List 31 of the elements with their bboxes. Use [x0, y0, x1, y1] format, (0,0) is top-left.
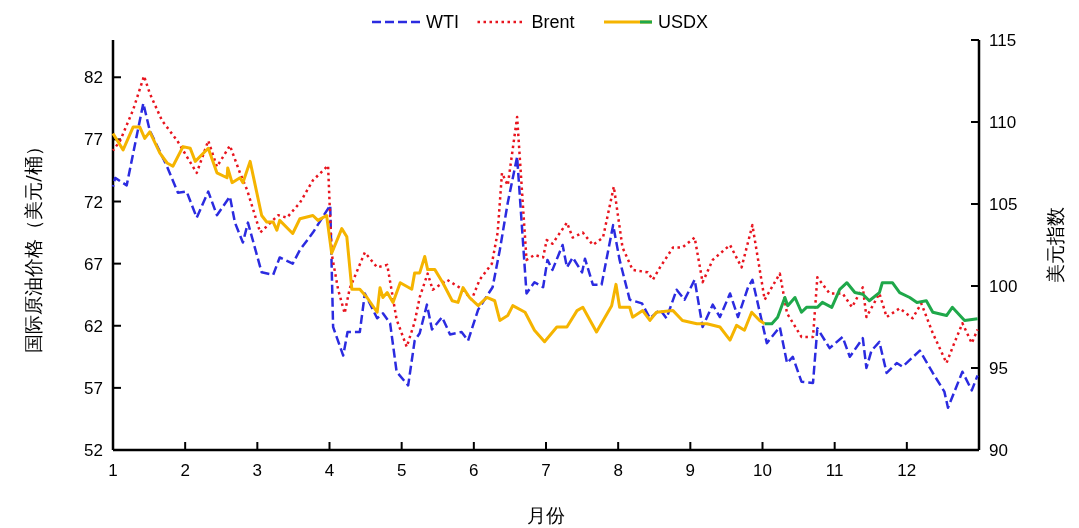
y-tick-label: 52: [84, 441, 103, 460]
y-axis-title: 国际原油价格（美元/桶）: [22, 137, 44, 353]
y2-axis-title: 美元指数: [1044, 207, 1066, 283]
x-tick-label: 10: [753, 461, 772, 480]
x-tick-label: 8: [613, 461, 623, 480]
x-tick-label: 4: [324, 461, 335, 480]
x-tick-label: 9: [685, 461, 696, 480]
y2-tick-label: 90: [989, 441, 1008, 460]
x-tick-label: 12: [897, 461, 917, 480]
y2-tick-label: 110: [989, 113, 1017, 132]
legend-label: USDX: [658, 12, 709, 32]
y-tick-label: 77: [84, 130, 103, 150]
legend-label: Brent: [531, 12, 575, 32]
x-axis-title: 月份: [527, 504, 565, 526]
y-tick-label: 57: [84, 378, 103, 398]
y-tick-label: 67: [84, 254, 103, 274]
x-tick-label: 5: [396, 461, 407, 480]
y-tick-label: 72: [84, 192, 103, 212]
x-tick-label: 1: [108, 461, 118, 480]
x-tick-label: 2: [180, 461, 190, 480]
y2-tick-label: 100: [989, 277, 1018, 296]
x-tick-label: 7: [541, 461, 551, 480]
y2-tick-label: 115: [989, 31, 1017, 50]
x-tick-label: 3: [252, 461, 263, 480]
legend-label: WTI: [426, 12, 459, 32]
y-tick-label: 62: [84, 316, 103, 336]
x-tick-label: 11: [825, 461, 844, 480]
x-tick-label: 6: [469, 461, 479, 480]
y2-tick-label: 95: [989, 359, 1008, 378]
y-tick-label: 82: [84, 68, 103, 88]
y2-tick-label: 105: [989, 195, 1018, 214]
